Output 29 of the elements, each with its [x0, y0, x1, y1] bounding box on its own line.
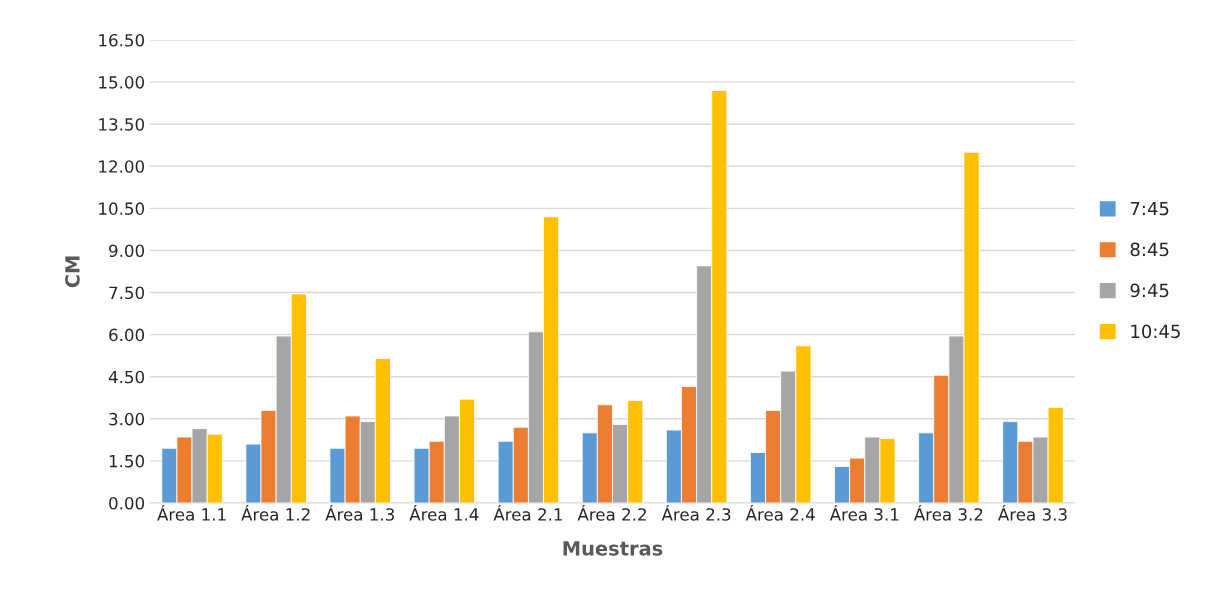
- x-tick-label: Área 1.3: [325, 505, 394, 521]
- x-tick-label: Área 2.2: [577, 505, 646, 521]
- y-tick-label: 7.50: [109, 286, 145, 300]
- y-axis-title: CM: [65, 256, 80, 288]
- legend-label: 7:45: [1130, 201, 1169, 216]
- y-tick-label: 6.00: [109, 328, 145, 342]
- legend-label: 8:45: [1130, 242, 1169, 257]
- x-tick-label: Área 1.1: [157, 505, 226, 521]
- x-tick-label: Área 1.2: [241, 505, 310, 521]
- legend-label: 10:45: [1131, 324, 1180, 339]
- y-tick-label: 12.00: [99, 160, 145, 173]
- x-tick-label: Área 3.3: [998, 505, 1067, 521]
- x-tick-label: Área 2.1: [493, 505, 562, 521]
- x-tick-label: Área 1.4: [409, 505, 479, 521]
- x-tick-label: Área 2.3: [661, 505, 731, 521]
- x-tick-label: Área 3.1: [829, 505, 899, 521]
- y-tick-label: 13.50: [99, 118, 145, 131]
- y-tick-label: 15.00: [99, 76, 145, 89]
- y-tick-label: 9.00: [109, 244, 145, 258]
- y-tick-label: 0.00: [109, 496, 145, 510]
- y-tick-label: 16.50: [99, 33, 145, 47]
- legend-label: 9:45: [1130, 283, 1169, 298]
- x-axis-title: Muestras: [563, 541, 663, 556]
- y-tick-label: 3.00: [109, 412, 145, 426]
- y-tick-label: 4.50: [108, 370, 145, 384]
- x-tick-label: Área 3.2: [913, 505, 983, 521]
- y-tick-label: 10.50: [99, 202, 145, 215]
- x-tick-label: Área 2.4: [745, 505, 815, 521]
- y-tick-label: 1.50: [109, 454, 145, 468]
